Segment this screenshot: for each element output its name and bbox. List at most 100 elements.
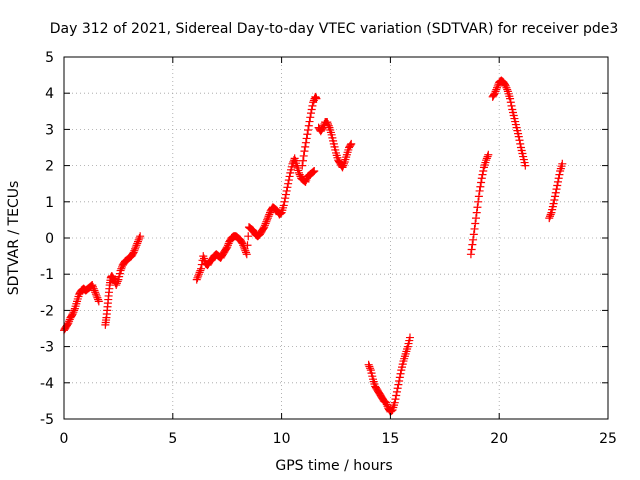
data-point [364,360,373,369]
data-point [281,190,290,199]
data-point [94,297,103,306]
x-axis-label: GPS time / hours [275,458,392,474]
x-tick-label: 5 [168,431,177,447]
data-point [551,188,560,197]
data-point [366,364,375,373]
data-point [301,138,310,147]
data-point [471,219,480,228]
data-point [365,362,374,371]
y-axis-label: SDTVAR / TECUs [6,181,22,296]
data-point [196,266,205,275]
data-point [324,119,333,128]
data-point [501,81,510,90]
data-point [197,264,206,273]
data-point [69,308,78,317]
data-point [305,117,314,126]
data-point [285,172,294,181]
data-point [304,126,313,135]
data-point [310,167,319,176]
data-point [514,132,523,141]
data-point [469,230,478,239]
data-point [194,270,203,279]
data-point [391,395,400,404]
data-point [306,109,315,118]
data-point [471,214,480,223]
data-point [323,118,332,127]
data-point [491,87,500,96]
data-point [264,212,273,221]
data-point [265,210,274,219]
x-tick-labels: 0 5 10 15 20 25 [60,431,617,447]
data-point [470,224,479,233]
data-point [238,239,247,248]
data-point [392,387,401,396]
data-point [553,181,562,190]
data-point [338,163,347,172]
data-point [382,398,391,407]
data-point [299,151,308,160]
data-point [281,194,290,203]
data-point [295,168,304,177]
data-point [135,234,144,242]
data-point [347,139,356,148]
data-point [295,170,304,179]
data-point [301,177,310,186]
y-tick-label: -4 [40,376,54,392]
x-tick-label: 10 [273,431,291,447]
data-point [507,101,516,110]
data-point [112,279,121,288]
x-tick-label: 25 [599,431,617,447]
data-point [545,214,554,223]
data-point [396,369,405,378]
x-tick-label: 0 [60,431,69,447]
data-point [195,268,204,277]
data-point [393,384,402,393]
y-tick-label: 0 [45,231,54,247]
data-point [283,183,292,192]
data-point [552,185,561,194]
y-tick-labels: -5 -4 -3 -2 -1 0 1 2 3 4 5 [40,50,54,428]
data-point [91,288,100,297]
data-point [554,174,563,183]
data-point [132,241,141,250]
data-point [303,130,312,139]
data-point [503,85,512,94]
y-tick-label: -3 [40,340,54,356]
data-point [300,147,309,156]
data-point [478,170,487,179]
data-point [192,275,201,284]
data-point [483,152,492,161]
data-point [131,243,140,252]
data-point [309,167,318,176]
data-point [244,232,253,241]
data-point [134,235,143,244]
y-tick-label: 5 [45,50,54,66]
data-point [194,272,203,281]
data-point [136,232,145,241]
data-point [506,94,515,103]
data-point [479,167,488,176]
data-point [472,208,481,217]
data-point [546,210,555,219]
data-point [392,391,401,400]
data-point [68,310,77,319]
data-point [484,150,493,159]
data-point [555,170,564,179]
data-point [324,121,333,130]
data-point [93,293,102,302]
data-point [298,156,307,165]
data-point [298,161,307,170]
y-tick-label: -2 [40,303,54,319]
data-point [94,295,103,304]
data-point [243,241,252,250]
data-point [301,142,310,151]
data-point [302,176,311,185]
data-point [473,203,482,212]
data-point [261,219,270,228]
data-point [112,281,121,290]
data-point [193,273,202,282]
data-point [88,281,97,290]
data-point [312,94,321,103]
data-point [239,243,248,252]
